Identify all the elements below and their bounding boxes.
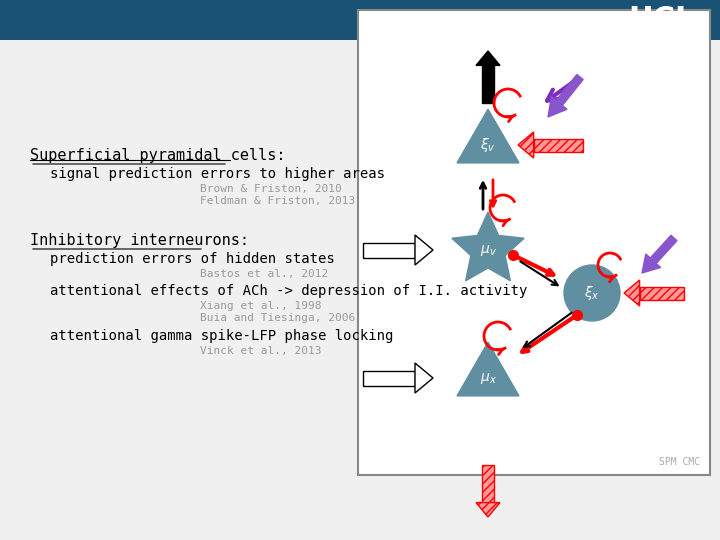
Text: Xiang et al., 1998: Xiang et al., 1998 — [200, 301, 322, 311]
Bar — [482, 65, 494, 103]
Text: UCL: UCL — [629, 5, 695, 35]
Bar — [534, 138, 583, 152]
Text: $\xi_v$: $\xi_v$ — [480, 136, 496, 154]
Bar — [639, 287, 684, 300]
Text: Vinck et al., 2013: Vinck et al., 2013 — [200, 346, 322, 356]
FancyBboxPatch shape — [358, 10, 710, 475]
Polygon shape — [518, 132, 534, 158]
Text: ⚓: ⚓ — [648, 12, 659, 25]
Polygon shape — [624, 280, 639, 306]
Text: Bastos et al., 2012: Bastos et al., 2012 — [200, 269, 328, 279]
Polygon shape — [556, 75, 583, 105]
Bar — [0, 0, 720, 40]
Polygon shape — [476, 503, 500, 517]
Text: signal prediction errors to higher areas: signal prediction errors to higher areas — [50, 167, 385, 181]
Text: SPM CMC: SPM CMC — [659, 457, 700, 467]
Text: Buia and Tiesinga, 2006: Buia and Tiesinga, 2006 — [200, 313, 355, 323]
Circle shape — [564, 265, 620, 321]
Text: prediction errors of hidden states: prediction errors of hidden states — [50, 252, 335, 266]
Polygon shape — [457, 342, 519, 396]
Text: $\mu_x$: $\mu_x$ — [480, 370, 496, 386]
Text: attentional effects of ACh -> depression of I.I. activity: attentional effects of ACh -> depression… — [50, 284, 527, 298]
Text: Feldman & Friston, 2013: Feldman & Friston, 2013 — [200, 196, 355, 206]
Polygon shape — [457, 109, 519, 163]
Bar — [363, 242, 415, 258]
Text: Brown & Friston, 2010: Brown & Friston, 2010 — [200, 184, 342, 194]
Polygon shape — [476, 51, 500, 65]
Text: $\mu_v$: $\mu_v$ — [480, 242, 497, 258]
Polygon shape — [650, 235, 677, 264]
Polygon shape — [415, 235, 433, 265]
Text: Superficial pyramidal cells:: Superficial pyramidal cells: — [30, 148, 286, 163]
Polygon shape — [642, 254, 660, 273]
Polygon shape — [415, 363, 433, 393]
Text: $\xi_x$: $\xi_x$ — [584, 284, 600, 302]
Bar — [363, 370, 415, 386]
Polygon shape — [452, 212, 524, 281]
Bar — [482, 465, 494, 503]
Polygon shape — [548, 97, 567, 117]
Text: attentional gamma spike-LFP phase locking: attentional gamma spike-LFP phase lockin… — [50, 329, 393, 343]
Text: Inhibitory interneurons:: Inhibitory interneurons: — [30, 233, 249, 248]
